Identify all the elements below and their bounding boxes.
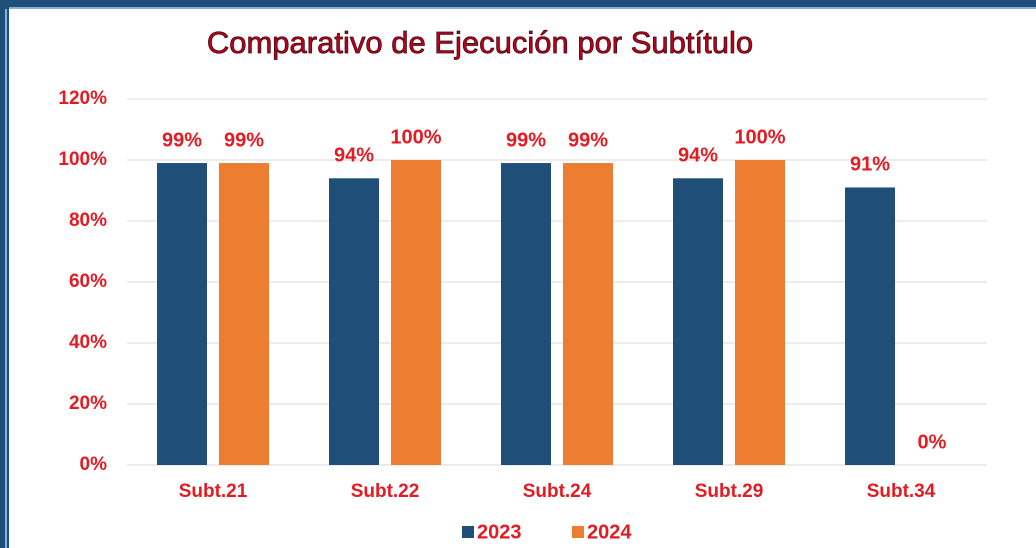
bar [501, 163, 551, 466]
chart-title: Comparativo de Ejecución por Subtítulo [207, 25, 753, 60]
value-label: 99% [568, 129, 608, 151]
legend-label: 2023 [477, 521, 522, 543]
value-label: 100% [390, 126, 441, 148]
value-label: 99% [162, 129, 202, 151]
value-label: 0% [918, 431, 947, 453]
legend-label: 2024 [587, 521, 632, 543]
y-tick-label: 80% [69, 210, 107, 231]
value-label: 91% [850, 154, 890, 176]
x-tick-label: Subt.22 [351, 481, 420, 502]
y-tick-label: 0% [80, 454, 108, 475]
value-label: 100% [734, 126, 785, 148]
bar [391, 160, 441, 465]
legend-swatch [462, 526, 474, 538]
y-tick-label: 100% [58, 149, 107, 170]
bar [219, 163, 269, 466]
frame-top [0, 0, 1036, 7]
frame-left [0, 0, 9, 548]
bar [563, 163, 613, 466]
x-tick-label: Subt.34 [867, 481, 936, 502]
value-label: 94% [334, 145, 374, 167]
legend-swatch [572, 526, 584, 538]
bar [673, 178, 723, 466]
bar [329, 178, 379, 466]
y-tick-label: 40% [69, 332, 107, 353]
frame-top-line [0, 7, 1036, 9]
value-label: 99% [224, 129, 264, 151]
y-tick-label: 120% [58, 88, 107, 109]
x-tick-label: Subt.24 [523, 481, 592, 502]
frame-left-line [5, 9, 7, 548]
bar [735, 160, 785, 465]
x-tick-label: Subt.21 [179, 481, 248, 502]
value-label: 94% [678, 145, 718, 167]
value-label: 99% [506, 129, 546, 151]
bar [157, 163, 207, 466]
x-tick-label: Subt.29 [695, 481, 764, 502]
y-tick-label: 60% [69, 271, 107, 292]
bar [845, 187, 895, 465]
y-tick-label: 20% [69, 393, 107, 414]
